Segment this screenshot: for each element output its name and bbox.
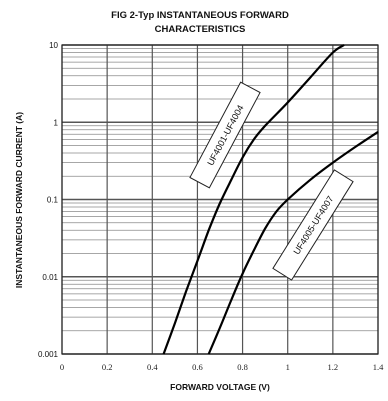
y-tick-labels: 0.001 0.01 0.1 1 10 <box>38 41 59 359</box>
x-tick-label: 1.4 <box>373 362 384 372</box>
axes <box>61 44 379 355</box>
x-tick-label: 1 <box>286 362 290 372</box>
y-tick-label: 10 <box>49 41 58 50</box>
series-curves <box>162 44 379 355</box>
series-label-2: UF4005-UF4007 <box>272 169 354 281</box>
y-tick-label: 1 <box>54 118 59 127</box>
chart-title-line-1: FIG 2-Typ INSTANTANEOUS FORWARD <box>111 10 289 21</box>
series-label-box <box>189 81 261 189</box>
y-axis-title: INSTANTANEOUS FORWARD CURRENT (A) <box>14 112 24 288</box>
x-tick-label: 1.2 <box>328 362 339 372</box>
series-line-1 <box>162 44 345 355</box>
x-tick-label: 0.4 <box>147 362 158 372</box>
x-tick-label: 0.6 <box>192 362 203 372</box>
chart-title-line-2: CHARACTERISTICS <box>155 24 246 35</box>
plot-frame <box>61 44 379 355</box>
series-label-box <box>272 169 354 281</box>
y-tick-label: 0.01 <box>42 273 58 282</box>
y-tick-label: 0.1 <box>47 196 59 205</box>
x-axis-title: FORWARD VOLTAGE (V) <box>170 382 270 392</box>
series-line-2 <box>207 130 379 355</box>
x-tick-label: 0.2 <box>102 362 113 372</box>
series-label-1: UF4001-UF4004 <box>189 81 261 189</box>
x-tick-labels: 0 0.2 0.4 0.6 0.8 1 1.2 1.4 <box>60 362 384 372</box>
x-tick-label: 0 <box>60 362 64 372</box>
y-tick-label: 0.001 <box>38 350 59 359</box>
x-tick-label: 0.8 <box>237 362 248 372</box>
